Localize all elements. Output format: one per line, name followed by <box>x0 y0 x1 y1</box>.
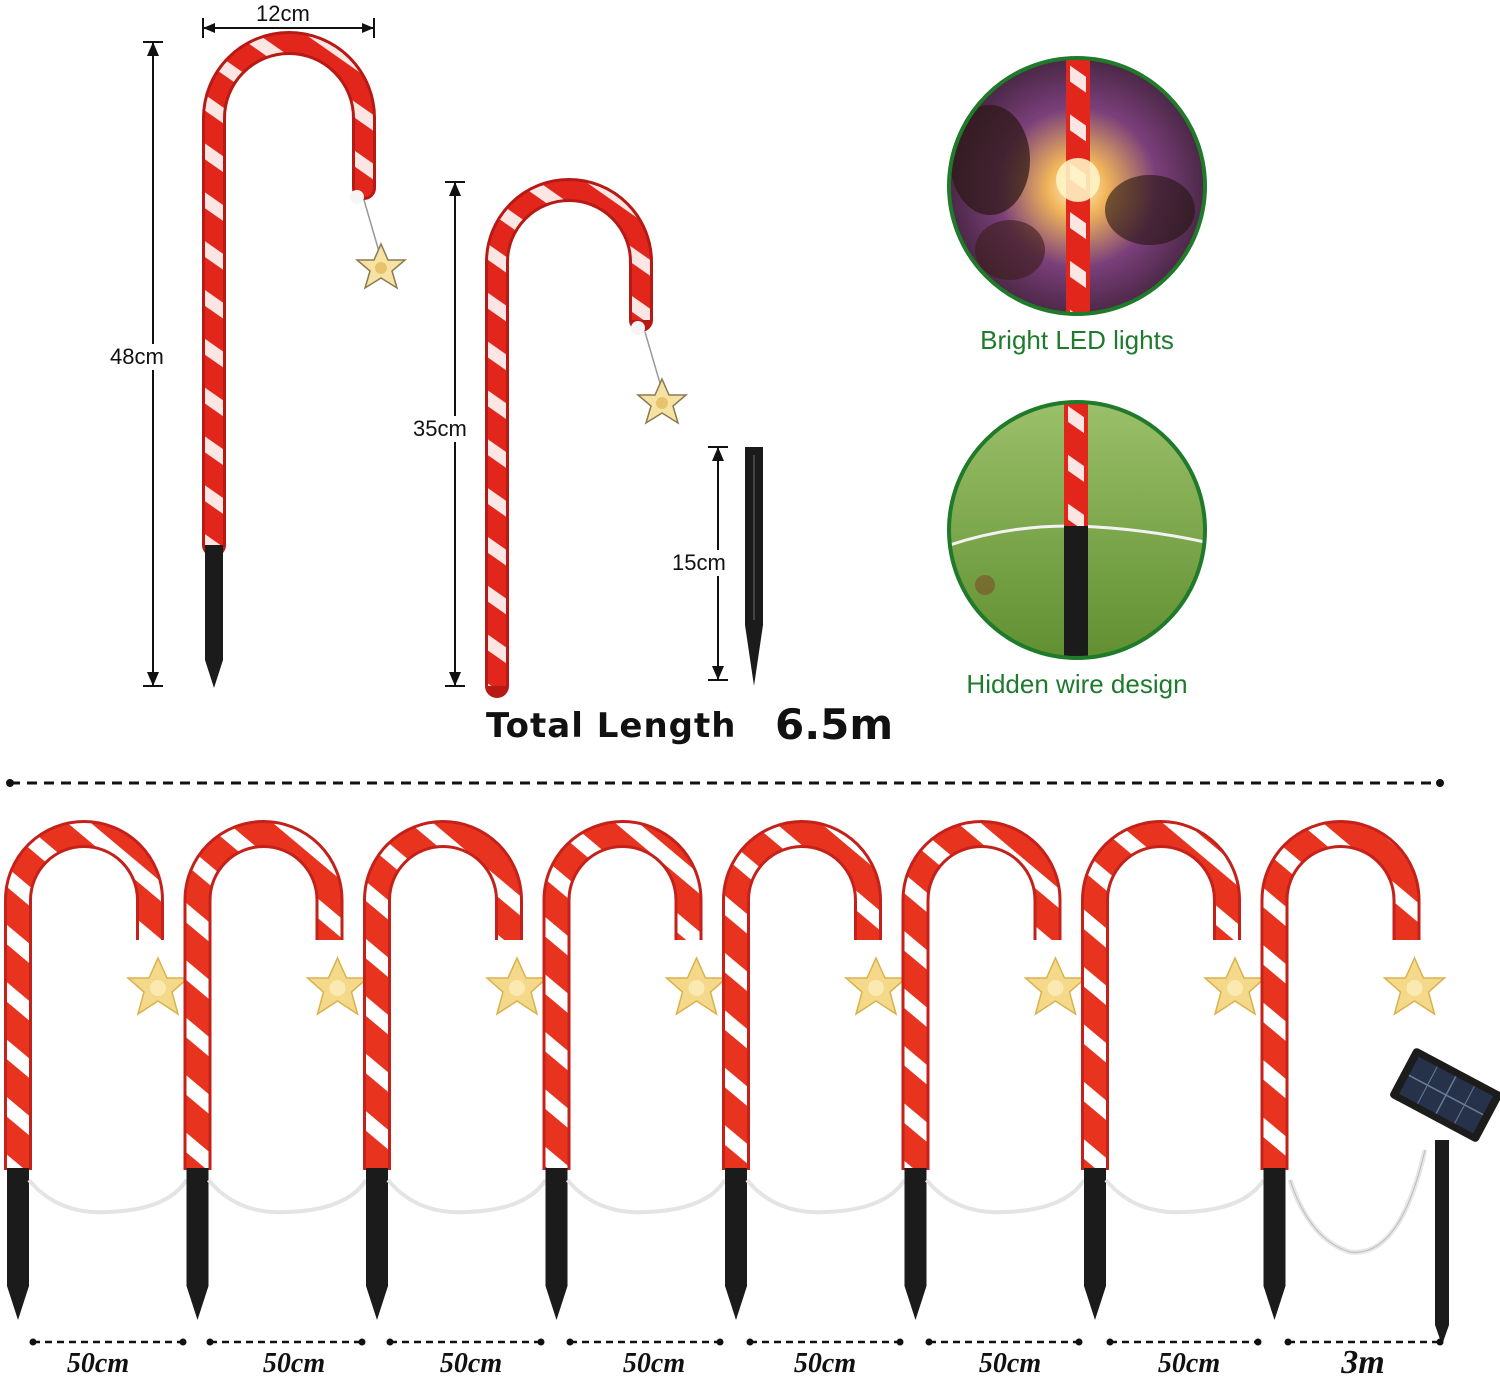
star-light-icon <box>126 956 190 1016</box>
short-cane <box>485 178 663 698</box>
candy-cane-6 <box>901 820 1088 1320</box>
stake-8 <box>1263 1168 1286 1286</box>
tall-height-dimension-label: 48cm <box>108 344 166 370</box>
star-light-icon <box>1023 956 1088 1016</box>
candy-cane-4 <box>542 820 729 1320</box>
star-light-icon <box>305 956 370 1016</box>
candy-cane-2 <box>183 820 370 1320</box>
connecting-wire <box>1104 1178 1266 1215</box>
star-light-icon <box>844 956 908 1016</box>
star-ornament-icon <box>354 242 408 290</box>
spacing-label-3: 50cm <box>439 1348 503 1379</box>
spacing-segment-6 <box>925 1338 1083 1346</box>
spacing-label-2: 50cm <box>262 1348 326 1379</box>
connecting-wire <box>565 1178 727 1215</box>
hidden-wire-circle-border <box>947 400 1207 660</box>
spacing-segment-2 <box>206 1338 366 1346</box>
spacing-label-1: 50cm <box>66 1348 130 1379</box>
feature-caption-led: Bright LED lights <box>980 325 1174 355</box>
stake-height-dimension-label: 15cm <box>670 550 728 576</box>
connecting-wire <box>386 1178 548 1215</box>
connecting-wire <box>206 1178 368 1215</box>
stake-5 <box>725 1168 747 1286</box>
spacing-label-8: 3m <box>1341 1344 1385 1381</box>
cane-row <box>3 820 1447 1320</box>
ground-stake <box>745 447 763 686</box>
tall-cane <box>202 31 381 688</box>
spacing-segment-5 <box>746 1338 904 1346</box>
feature-caption-hidden-wire: Hidden wire design <box>966 669 1188 699</box>
width-dimension-label: 12cm <box>254 1 312 27</box>
star-light-icon <box>1382 956 1447 1016</box>
stake-4 <box>545 1168 568 1286</box>
led-glow-closeup-icon <box>950 59 1204 313</box>
candy-cane-3 <box>363 820 549 1320</box>
total-length-line <box>6 779 1444 787</box>
spacing-segment-4 <box>566 1338 724 1346</box>
star-light-icon <box>485 956 549 1016</box>
candy-cane-8 <box>1260 820 1447 1320</box>
stake-2 <box>186 1168 209 1286</box>
spacing-segment-1 <box>29 1338 187 1346</box>
solar-panel-icon <box>1287 1048 1500 1345</box>
grass-stake-closeup-icon <box>950 403 1204 657</box>
candy-cane-1 <box>3 820 190 1320</box>
candy-cane-7 <box>1081 820 1267 1320</box>
total-length-label: Total Length <box>486 706 737 746</box>
connecting-wire <box>27 1178 189 1215</box>
connecting-wire <box>745 1178 907 1215</box>
total-length-value: 6.5m <box>775 700 894 749</box>
star-light-icon <box>664 956 729 1016</box>
width-dimension-line <box>202 18 375 38</box>
connecting-wire <box>924 1178 1086 1215</box>
star-ornament-icon <box>635 377 689 425</box>
spacing-segment-7 <box>1106 1338 1262 1346</box>
candy-cane-5 <box>722 820 908 1320</box>
spacing-label-6: 50cm <box>978 1348 1042 1379</box>
stake-height-dimension-line <box>708 446 728 681</box>
short-height-dimension-label: 35cm <box>411 416 469 442</box>
stake-3 <box>366 1168 388 1286</box>
spacing-segment-3 <box>386 1338 545 1346</box>
stake-7 <box>1084 1168 1106 1286</box>
stake-6 <box>904 1168 927 1286</box>
stake-1 <box>7 1168 29 1286</box>
spacing-label-5: 50cm <box>793 1348 857 1379</box>
spacing-label-4: 50cm <box>622 1348 686 1379</box>
spacing-lines <box>29 1338 1444 1346</box>
star-light-icon <box>1203 956 1267 1016</box>
led-glow-circle-border <box>947 56 1207 316</box>
spacing-label-7: 50cm <box>1157 1348 1221 1379</box>
spacing-segment-8 <box>1284 1338 1444 1346</box>
